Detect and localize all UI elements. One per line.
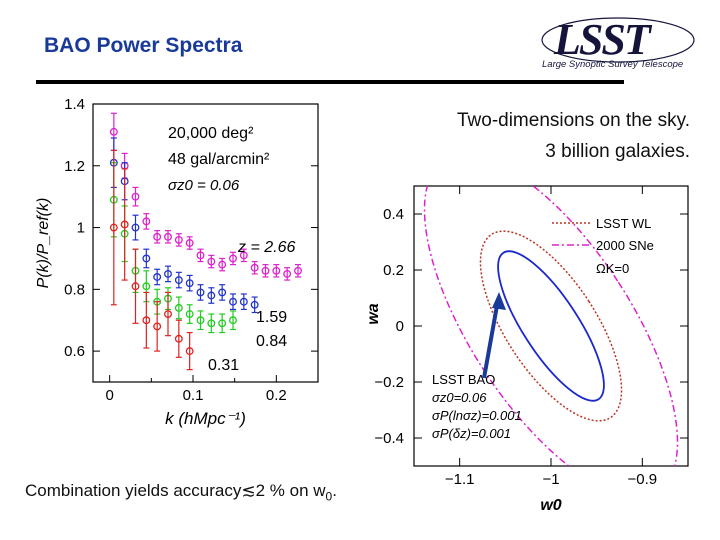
y-tick-label: 0.2 (383, 262, 404, 279)
data-point (109, 127, 118, 136)
data-point (250, 300, 259, 309)
annotation-sigma-dz: σP(δz)=0.001 (432, 426, 511, 441)
data-point (239, 297, 248, 306)
data-point (218, 260, 227, 269)
legend-label-omegak: ΩK=0 (596, 261, 629, 276)
data-point (142, 316, 151, 325)
bao-power-spectrum-chart: 0 0.1 0.2 0.6 0.8 1 1.2 1.4 k (hMpc⁻¹) P(k)/P_ref… (35, 96, 319, 428)
x-tick-label: 0.1 (183, 387, 204, 404)
data-point (196, 288, 205, 297)
ellipse-lsst-wl (479, 230, 623, 422)
bottom-statement: Combination yields accuracy≲2 % on w0. (25, 481, 337, 503)
x-tick-label: −0.9 (628, 471, 658, 488)
annotation-sigma: σz0 = 0.06 (168, 177, 240, 194)
y-tick-label: 0.6 (64, 343, 85, 360)
data-point (153, 232, 162, 241)
logo-tagline: Large Synoptic Survey Telescope (542, 59, 683, 70)
data-point (131, 192, 140, 201)
annotation-density: 48 gal/arcmin² (168, 151, 270, 168)
y-tick-label: 1.4 (64, 96, 85, 113)
w0-wa-constraint-chart: −1.1 −1 −0.9 −0.4 −0.2 0 0.2 0.4 w0 wa LSST WL 2000… (365, 185, 689, 514)
x-tick-label: −1 (542, 471, 559, 488)
data-point (196, 251, 205, 260)
y-tick-label: −0.2 (374, 374, 404, 391)
data-point (261, 266, 270, 275)
data-point (131, 223, 140, 232)
y-tick-label: 1.2 (64, 158, 85, 175)
y-axis-label: P(k)/P_ref(k) (35, 198, 52, 289)
data-point (153, 322, 162, 331)
ellipse-2000-sne (423, 186, 679, 466)
data-point (229, 254, 237, 263)
bottom-statement-subscript: 0 (325, 489, 333, 504)
data-point (120, 220, 129, 229)
data-point (142, 217, 151, 226)
lsst-logo: LSST Large Synoptic Survey Telescope (541, 15, 695, 70)
x-tick-label: 0 (105, 387, 113, 404)
x-axis-label: k (hMpc⁻¹) (165, 409, 246, 428)
data-point (283, 269, 292, 278)
annotation-sigma-z0: σz0=0.06 (432, 390, 487, 405)
bottom-statement-text: Combination yields accuracy≲2 % on w (25, 481, 326, 500)
logo-name: LSST (553, 15, 653, 64)
data-point (218, 319, 227, 328)
ellipse-lsst-bao (497, 250, 605, 402)
annotation-area: 20,000 deg² (168, 125, 254, 142)
legend-label-sne: 2000 SNe (596, 238, 654, 253)
data-point (174, 303, 183, 312)
series-label-z031: 0.31 (208, 357, 239, 374)
series-label-z084: 0.84 (256, 333, 287, 350)
plot-frame (92, 103, 319, 383)
data-point (164, 310, 172, 318)
annotation-bao: LSST BAO (432, 372, 495, 387)
slide-title: BAO Power Spectra (44, 34, 243, 57)
series-label-z159: 1.59 (256, 309, 287, 326)
data-point (164, 232, 172, 241)
y-tick-label: 0.8 (64, 281, 85, 298)
y-tick-label: 0 (396, 318, 404, 335)
data-point (174, 235, 183, 244)
data-point (164, 269, 172, 278)
data-point (109, 223, 118, 232)
data-point (229, 316, 237, 325)
data-point (229, 297, 237, 306)
data-point (174, 276, 183, 285)
data-point (218, 288, 227, 297)
y-tick-label: −0.4 (374, 430, 404, 447)
y-axis-label: wa (365, 303, 382, 324)
annotation-sigma-ln: σP(lnσz)=0.001 (432, 408, 522, 423)
series-label-z266: z = 2.66 (237, 239, 295, 256)
data-point (250, 263, 259, 272)
data-point (142, 282, 151, 291)
data-point (294, 266, 302, 275)
data-point (185, 239, 194, 247)
x-axis-label: w0 (540, 497, 561, 514)
data-point (207, 319, 216, 328)
y-tick-label: 1 (77, 220, 85, 237)
caption-line-1: Two-dimensions on the sky. (456, 110, 690, 131)
data-point (174, 334, 183, 343)
title-divider (36, 80, 624, 84)
bottom-statement-end: . (332, 481, 337, 500)
x-tick-label: −1.1 (445, 471, 475, 488)
data-point (185, 347, 194, 356)
data-point (142, 254, 151, 263)
ellipse-group (423, 186, 679, 466)
x-tick-label: 0.2 (266, 387, 287, 404)
data-point (185, 310, 194, 318)
y-tick-label: 0.4 (383, 206, 404, 223)
data-point (239, 251, 248, 260)
data-point (153, 273, 162, 281)
caption-line-2: 3 billion galaxies. (545, 141, 690, 162)
data-point (131, 282, 140, 291)
data-point (196, 316, 205, 325)
data-point (272, 266, 281, 275)
data-point (207, 291, 216, 300)
legend: LSST WL 2000 SNe ΩK=0 (552, 216, 654, 276)
data-point (185, 279, 194, 288)
data-point (207, 257, 216, 266)
legend-label-wl: LSST WL (596, 216, 651, 231)
